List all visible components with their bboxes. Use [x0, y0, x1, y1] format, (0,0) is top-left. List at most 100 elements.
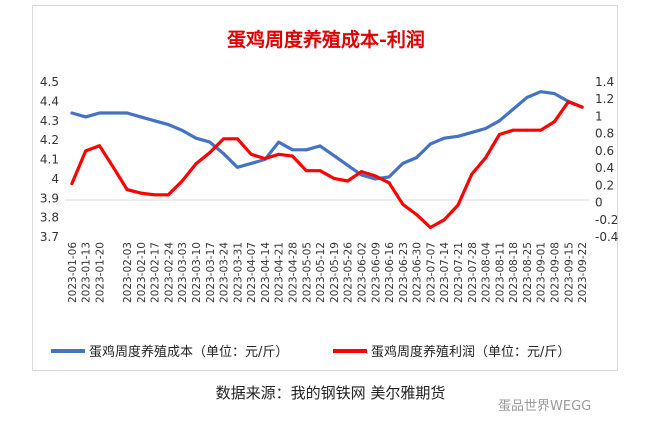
data-point-profit: [249, 152, 253, 156]
right-y-tick-label: 1.4: [595, 75, 614, 89]
series-layer: [70, 90, 584, 230]
x-tick-label: 2023-03-31: [232, 242, 244, 303]
left-y-tick-label: 4.3: [40, 114, 59, 128]
left-y-tick-label: 4.4: [40, 94, 59, 108]
data-point-profit: [387, 181, 391, 185]
x-tick-label: 2023-09-08: [550, 242, 562, 303]
data-point-cost: [429, 142, 432, 146]
right-y-tick-label: 1: [595, 109, 603, 123]
x-tick-label: 2023-07-28: [467, 242, 479, 303]
data-point-profit: [566, 100, 570, 104]
x-tick-label: 2023-03-17: [205, 242, 217, 303]
x-tick-label: 2023-05-12: [315, 242, 327, 303]
data-point-profit: [291, 154, 294, 158]
data-point-cost: [139, 115, 143, 119]
left-y-tick-label: 4.2: [40, 133, 59, 147]
data-point-cost: [84, 115, 88, 119]
data-point-cost: [484, 127, 487, 130]
data-point-cost: [249, 162, 253, 165]
data-point-cost: [98, 111, 101, 115]
chart-frame: 蛋鸡周度养殖成本-利润 3.7 3.8 3.9 4 4.1 4.2 4.3 4.4 4.5 -0…: [32, 5, 618, 371]
data-point-cost: [180, 129, 184, 132]
legend-label-profit: 蛋鸡周度养殖利润（单位：元/斤）: [371, 344, 570, 360]
x-tick-label: 2023-01-13: [81, 242, 93, 303]
right-y-tick-label: 0.4: [595, 161, 614, 175]
data-point-cost: [498, 119, 501, 123]
x-tick-label: 2023-06-02: [356, 242, 368, 303]
data-point-cost: [553, 92, 556, 95]
data-point-profit: [539, 128, 543, 132]
x-tick-label: 2023-06-23: [398, 242, 410, 303]
left-y-tick-label: 4: [51, 172, 59, 186]
x-tick-label: 2023-08-04: [481, 242, 493, 303]
x-tick-label: 2023-09-22: [577, 242, 589, 303]
data-point-profit: [401, 202, 405, 206]
data-source-note: 数据来源：我的钢铁网 美尔雅期货: [215, 384, 446, 402]
data-point-cost: [373, 177, 377, 181]
x-tick-label: 2023-03-10: [191, 242, 203, 303]
data-point-cost: [387, 175, 391, 179]
x-tick-label: 2023-08-25: [522, 242, 534, 303]
left-y-tick-label: 3.8: [40, 211, 59, 225]
data-point-profit: [263, 157, 267, 161]
data-point-cost: [222, 152, 226, 156]
data-point-profit: [553, 120, 556, 123]
data-point-cost: [153, 119, 156, 123]
x-tick-label: 2023-06-30: [412, 242, 424, 303]
data-point-cost: [511, 107, 515, 111]
x-tick-label: 2023-04-21: [274, 242, 286, 303]
data-point-cost: [332, 154, 336, 158]
data-point-cost: [318, 144, 322, 148]
x-tick-label: 2023-07-14: [439, 242, 451, 303]
data-point-profit: [139, 191, 143, 195]
right-y-tick-label: 1.2: [595, 92, 614, 106]
data-point-profit: [167, 193, 170, 197]
x-tick-label: 2023-09-01: [536, 242, 548, 303]
data-point-profit: [360, 170, 363, 174]
data-point-profit: [208, 151, 212, 155]
data-point-profit: [318, 169, 322, 173]
x-tick-label: 2023-08-11: [494, 242, 506, 303]
data-point-cost: [167, 123, 170, 126]
data-point-profit: [429, 226, 432, 229]
watermark-text: 蛋品世界WEGG: [498, 399, 592, 414]
right-y-tick-label: 0.2: [595, 178, 614, 192]
data-point-profit: [511, 128, 515, 132]
right-y-tick-label: 0.6: [595, 144, 614, 158]
series-line-cost: [70, 90, 584, 181]
x-tick-label: 2023-04-14: [260, 242, 272, 303]
data-point-cost: [456, 134, 460, 138]
data-point-profit: [498, 133, 501, 136]
data-point-cost: [111, 111, 115, 115]
data-point-profit: [277, 152, 281, 156]
data-point-profit: [415, 213, 418, 217]
data-point-cost: [346, 163, 350, 167]
data-point-profit: [98, 144, 101, 148]
left-y-tick-label: 3.7: [40, 230, 59, 244]
right-y-tick-label: -0.4: [595, 230, 618, 244]
right-y-axis: -0.4 -0.2 0 0.2 0.4 0.6 0.8 1 1.2 1.4: [595, 75, 618, 244]
data-point-profit: [304, 169, 308, 173]
data-point-profit: [580, 105, 584, 109]
x-tick-label: 2023-05-05: [301, 242, 313, 303]
data-point-profit: [346, 179, 350, 183]
data-point-cost: [304, 148, 308, 152]
right-y-tick-label: -0.2: [595, 213, 618, 227]
x-tick-label: 2023-05-26: [343, 242, 355, 303]
x-tick-label: 2023-04-28: [288, 242, 300, 303]
x-tick-label: 2023-02-24: [163, 242, 175, 303]
right-y-tick-label: 0.8: [595, 127, 614, 141]
data-point-profit: [70, 182, 74, 186]
data-point-profit: [373, 174, 377, 178]
data-point-cost: [360, 173, 363, 177]
data-point-cost: [236, 165, 239, 169]
data-point-cost: [208, 140, 212, 144]
data-point-cost: [277, 140, 281, 144]
data-point-cost: [442, 136, 446, 140]
data-point-profit: [442, 218, 446, 222]
x-tick-label: 2023-03-24: [219, 242, 231, 303]
left-y-axis: 3.7 3.8 3.9 4 4.1 4.2 4.3 4.4 4.5: [40, 75, 59, 244]
x-axis: 2023-01-06 2023-01-13 2023-01-20 2023-02-03…: [67, 242, 589, 303]
legend-label-cost: 蛋鸡周度养殖成本（单位：元/斤）: [89, 344, 288, 360]
x-tick-label: 2023-02-17: [150, 242, 162, 303]
